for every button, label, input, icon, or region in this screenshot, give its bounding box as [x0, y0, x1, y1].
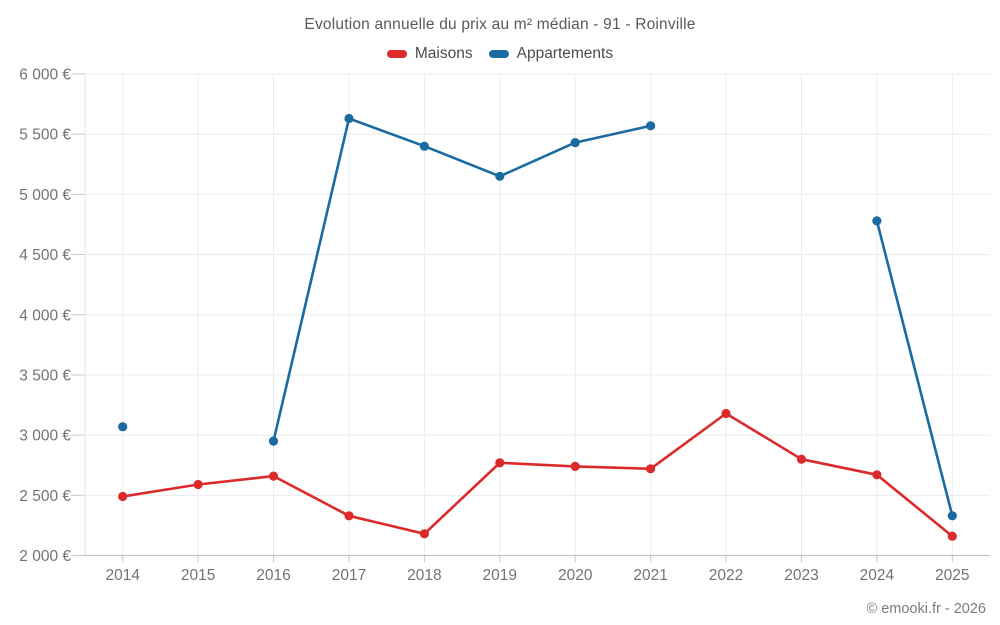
appartements-point-2024[interactable]	[872, 216, 882, 226]
maisons-point-2022[interactable]	[721, 408, 731, 419]
x-axis-label: 2021	[633, 567, 667, 584]
appartements-line	[272, 117, 652, 443]
maisons-point-2024[interactable]	[872, 470, 882, 480]
maisons-point-2016[interactable]	[268, 471, 279, 481]
maisons-point-2014[interactable]	[118, 491, 128, 502]
maisons-point-2021[interactable]	[646, 464, 656, 474]
appartements-point-2021[interactable]	[646, 121, 656, 131]
x-axis-label: 2023	[784, 567, 818, 584]
maisons-point-2019[interactable]	[495, 458, 505, 468]
maisons-point-2015[interactable]	[193, 479, 203, 490]
x-axis-label: 2024	[860, 567, 895, 584]
legend-item-appartements[interactable]: Appartements	[488, 45, 614, 63]
y-axis-label: 4 500 €	[19, 247, 71, 264]
maisons-series	[118, 408, 957, 541]
appartements-point-2018[interactable]	[419, 141, 429, 151]
x-axis-label: 2016	[256, 567, 290, 584]
x-axis-label: 2019	[483, 567, 517, 584]
y-axis-label: 6 000 €	[19, 67, 71, 84]
maisons-point-2023[interactable]	[796, 454, 807, 464]
legend-item-maisons[interactable]: Maisons	[386, 45, 473, 63]
x-axis-label: 2020	[558, 567, 593, 584]
appartements-line	[875, 219, 954, 518]
y-axis-label: 3 500 €	[19, 367, 71, 384]
chart-title: Evolution annuelle du prix au m² médian …	[304, 16, 696, 33]
x-axis-label: 2022	[709, 567, 743, 584]
x-axis-label: 2014	[105, 567, 140, 584]
copyright-credit: © emooki.fr - 2026	[866, 601, 986, 617]
legend-label: Appartements	[516, 45, 614, 62]
maisons-point-2018[interactable]	[419, 529, 429, 539]
x-axis-label: 2025	[935, 567, 969, 584]
appartements-point-2016[interactable]	[268, 436, 279, 446]
maisons-point-2020[interactable]	[570, 461, 580, 471]
y-axis-label: 2 000 €	[19, 548, 71, 565]
maisons-line	[121, 412, 954, 538]
chart-legend: Maisons Appartements	[0, 45, 1000, 63]
maisons-legend-swatch-icon	[386, 50, 407, 58]
appartements-series	[118, 113, 957, 521]
legend-label: Maisons	[414, 45, 473, 62]
appartements-legend-swatch-icon	[488, 50, 509, 58]
y-axis-label: 4 000 €	[19, 307, 71, 324]
maisons-point-2025[interactable]	[947, 531, 957, 541]
y-axis-label: 3 000 €	[19, 428, 71, 445]
x-axis-label: 2018	[407, 567, 441, 584]
appartements-point-2025[interactable]	[947, 511, 957, 521]
appartements-point-2020[interactable]	[570, 138, 580, 148]
appartements-point-2014[interactable]	[118, 422, 128, 432]
y-axis-label: 5 000 €	[19, 187, 71, 204]
y-axis-label: 2 500 €	[19, 488, 71, 505]
appartements-point-2017[interactable]	[344, 113, 354, 124]
x-axis-label: 2017	[332, 567, 366, 584]
maisons-point-2017[interactable]	[344, 511, 354, 521]
x-axis-label: 2015	[181, 567, 215, 584]
y-axis-label: 5 500 €	[19, 127, 71, 144]
appartements-point-2019[interactable]	[495, 171, 505, 181]
